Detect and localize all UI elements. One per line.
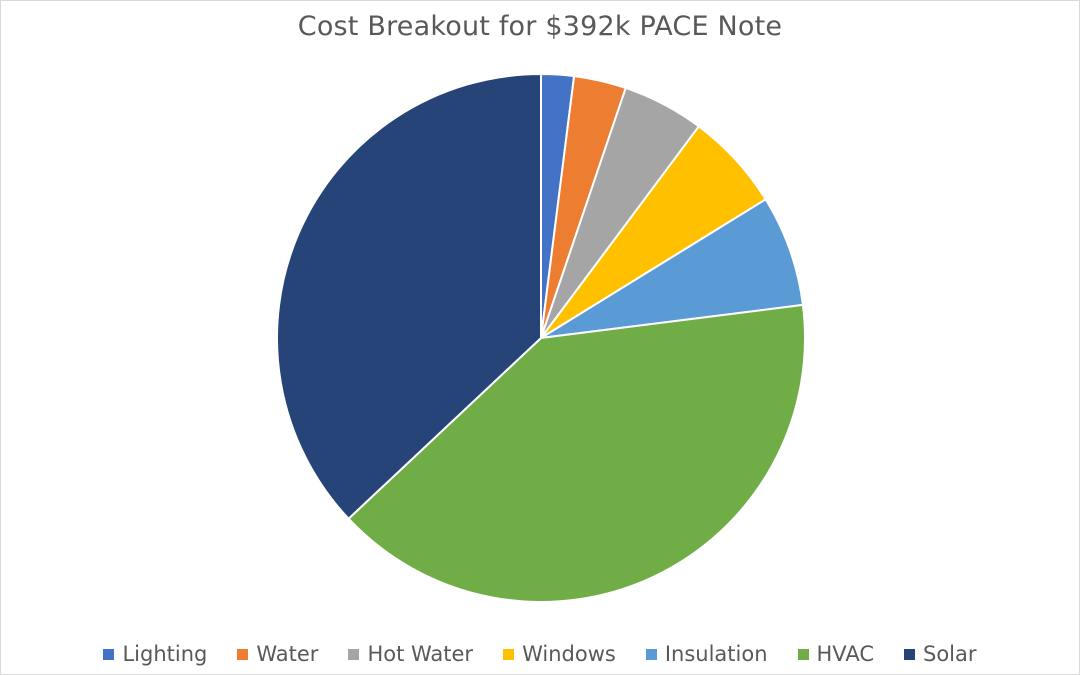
legend-label-windows: Windows	[522, 642, 616, 666]
legend-swatch-hot-water	[348, 648, 360, 660]
legend-label-solar: Solar	[923, 642, 977, 666]
pie-slice-solar	[276, 73, 542, 520]
pie-slice-hvac	[347, 303, 806, 603]
legend-swatch-solar	[904, 648, 915, 660]
legend-swatch-water	[237, 648, 249, 660]
legend-item-hot-water: Hot Water	[348, 639, 473, 669]
legend-swatch-insulation	[645, 648, 657, 660]
chart-title: Cost Breakout for $392k PACE Note	[297, 11, 783, 42]
legend-item-windows: Windows	[503, 639, 616, 669]
legend-label-lighting: Lighting	[122, 642, 208, 666]
pie-slice-insulation	[540, 198, 804, 339]
legend-swatch-hvac	[797, 648, 809, 660]
legend-label-hot-water: Hot Water	[367, 642, 474, 666]
legend-swatch-windows	[503, 648, 515, 660]
legend-item-solar: Solar	[904, 639, 977, 669]
legend-item-insulation: Insulation	[645, 639, 768, 669]
legend-item-water: Water	[237, 639, 318, 669]
legend-label-hvac: HVAC	[816, 642, 874, 666]
legend-label-water: Water	[256, 642, 319, 666]
legend-item-hvac: HVAC	[797, 639, 874, 669]
legend-swatch-lighting	[103, 648, 115, 660]
chart-legend: Lighting Water Hot Water Windows Insulation H…	[1, 639, 1079, 669]
legend-label-insulation: Insulation	[664, 642, 768, 666]
legend-item-lighting: Lighting	[103, 639, 207, 669]
